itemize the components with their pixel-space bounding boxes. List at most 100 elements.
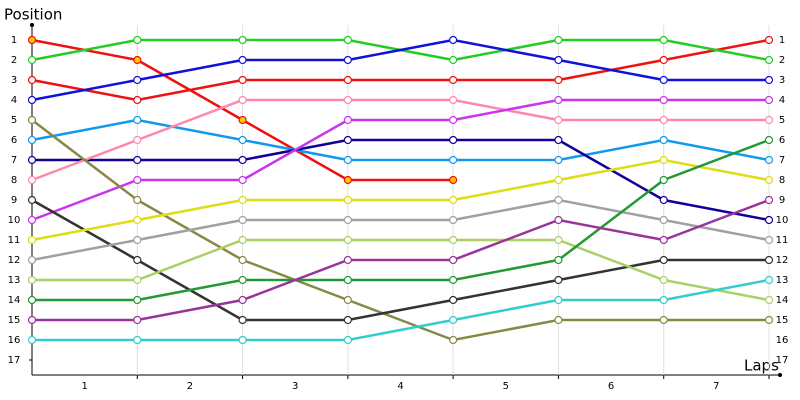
y-tick-label: 4	[11, 95, 17, 106]
marker	[554, 215, 563, 225]
y-tick-label: 17	[8, 355, 21, 366]
marker	[133, 235, 142, 245]
marker	[343, 295, 352, 305]
marker	[238, 295, 247, 305]
series-line	[31, 198, 769, 322]
x-tick-label: 6	[608, 381, 614, 392]
marker	[27, 175, 37, 185]
marker	[27, 35, 37, 45]
marker	[659, 135, 668, 145]
marker	[659, 295, 668, 305]
marker	[133, 255, 142, 265]
series-line	[31, 38, 769, 102]
marker	[343, 95, 352, 105]
marker	[238, 275, 247, 285]
marker	[238, 115, 247, 125]
marker	[238, 235, 247, 245]
marker	[238, 255, 247, 265]
marker	[554, 135, 563, 145]
y-tick-label-right: 1	[779, 35, 785, 46]
y-tick-label-right: 2	[779, 55, 785, 66]
marker	[343, 315, 352, 325]
marker	[554, 195, 563, 205]
marker	[27, 335, 37, 345]
y-tick-label: 6	[11, 135, 17, 146]
marker	[659, 75, 668, 85]
marker	[449, 335, 458, 345]
x-axis-title: Laps	[744, 357, 779, 375]
y-tick-label: 2	[11, 55, 17, 66]
marker	[133, 335, 142, 345]
marker	[554, 275, 563, 285]
marker	[764, 275, 774, 285]
y-tick-label-right: 6	[779, 135, 785, 146]
y-tick-label-right: 15	[776, 315, 789, 326]
x-tick-label: 3	[292, 381, 298, 392]
marker	[659, 215, 668, 225]
series-line	[31, 98, 769, 222]
marker	[449, 135, 458, 145]
marker	[238, 335, 247, 345]
series-line	[32, 138, 770, 302]
marker	[343, 235, 352, 245]
marker	[343, 195, 352, 205]
marker	[449, 95, 458, 105]
marker	[764, 195, 774, 205]
y-tick-label: 13	[8, 275, 21, 286]
marker	[659, 275, 668, 285]
marker	[554, 115, 563, 125]
marker	[27, 55, 37, 65]
marker	[133, 55, 142, 65]
marker	[238, 95, 247, 105]
marker	[764, 315, 774, 325]
y-tick-label-right: 11	[776, 235, 789, 246]
series-line	[32, 198, 770, 322]
marker	[554, 155, 563, 165]
y-tick-label: 15	[8, 315, 21, 326]
marker	[659, 95, 668, 105]
y-tick-label: 8	[11, 175, 17, 186]
marker	[27, 95, 37, 105]
y-tick-label: 12	[8, 255, 21, 266]
marker	[133, 295, 142, 305]
axis-end	[778, 373, 782, 377]
marker	[238, 75, 247, 85]
marker	[238, 315, 247, 325]
marker	[133, 175, 142, 185]
series-line	[32, 278, 770, 342]
marker	[449, 175, 458, 185]
marker	[764, 75, 774, 85]
x-tick-label: 4	[397, 381, 403, 392]
series-line	[32, 138, 770, 222]
marker	[238, 155, 247, 165]
marker	[764, 35, 774, 45]
marker	[764, 55, 774, 65]
marker	[27, 155, 37, 165]
series-line	[31, 38, 770, 102]
marker	[764, 255, 774, 265]
y-tick-label: 16	[8, 335, 21, 346]
marker	[554, 295, 563, 305]
marker	[659, 55, 668, 65]
series-line	[32, 238, 770, 302]
y-tick-label: 9	[11, 195, 17, 206]
marker	[659, 155, 668, 165]
y-tick-label: 14	[8, 295, 21, 306]
marker	[449, 115, 458, 125]
y-tick-label: 7	[11, 155, 17, 166]
marker	[343, 275, 352, 285]
y-tick-label-right: 4	[779, 95, 785, 106]
marker	[764, 295, 774, 305]
marker	[133, 135, 142, 145]
y-tick-label: 11	[8, 235, 21, 246]
marker	[659, 195, 668, 205]
marker	[554, 315, 563, 325]
marker	[554, 55, 563, 65]
y-tick-label-right: 13	[776, 275, 789, 286]
marker	[343, 215, 352, 225]
marker	[554, 35, 563, 45]
y-tick-label-right: 12	[776, 255, 789, 266]
marker	[133, 275, 142, 285]
marker	[133, 35, 142, 45]
